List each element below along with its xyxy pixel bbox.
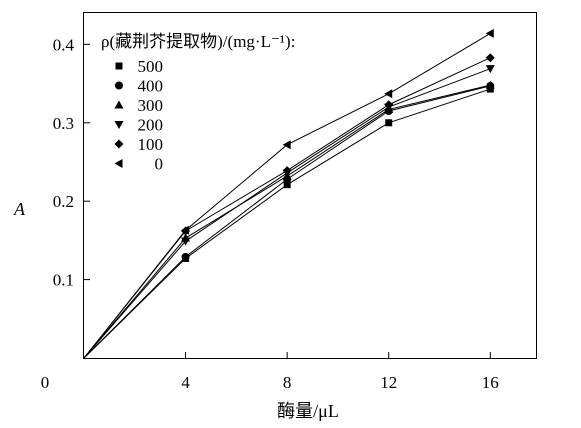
x-axis-title: 酶量/μL [277,401,339,421]
axes [83,12,537,359]
legend-marker [114,159,123,168]
plot-frame [83,12,537,359]
x-tick-label: 8 [283,373,292,392]
legend-label: 0 [155,155,164,174]
data-point [181,252,190,261]
legend-label: 100 [138,135,164,154]
y-tick-label: 0.4 [53,35,75,54]
legend-label: 300 [138,96,164,115]
data-point [485,53,495,63]
data-point [385,119,393,127]
legend-title: ρ(藏荆芥提取物)/(mg·L⁻¹): [101,32,295,51]
x-tick-label: 16 [482,373,499,392]
y-axis-title: A [13,199,26,219]
legend-marker [114,100,124,109]
data-point [282,166,292,176]
y-tick-label: 0.1 [53,271,74,290]
legend-marker [114,121,124,129]
data-point [384,100,394,110]
data-point [384,89,393,99]
data-point [282,140,291,150]
legend-marker [115,62,123,70]
x-tick-label: 0 [41,373,50,392]
legend-label: 500 [138,57,164,76]
x-tick-label: 12 [380,373,397,392]
data-point [181,237,191,246]
series-0 [83,28,494,359]
legend-label: 200 [138,116,164,135]
y-tick-label: 0.3 [53,114,74,133]
data-point [485,65,495,74]
ticks: 0 4 8 12 16 0.1 0.2 0.3 0.4 [41,35,499,392]
data-point [485,28,494,38]
series-layer [83,28,495,359]
y-tick-label: 0.2 [53,192,74,211]
data-point [181,225,190,235]
x-tick-label: 4 [181,373,190,392]
data-point [283,181,291,189]
legend-marker [114,139,124,149]
data-point [485,80,495,89]
legend-marker [115,81,123,90]
legend-label: 400 [138,77,164,96]
